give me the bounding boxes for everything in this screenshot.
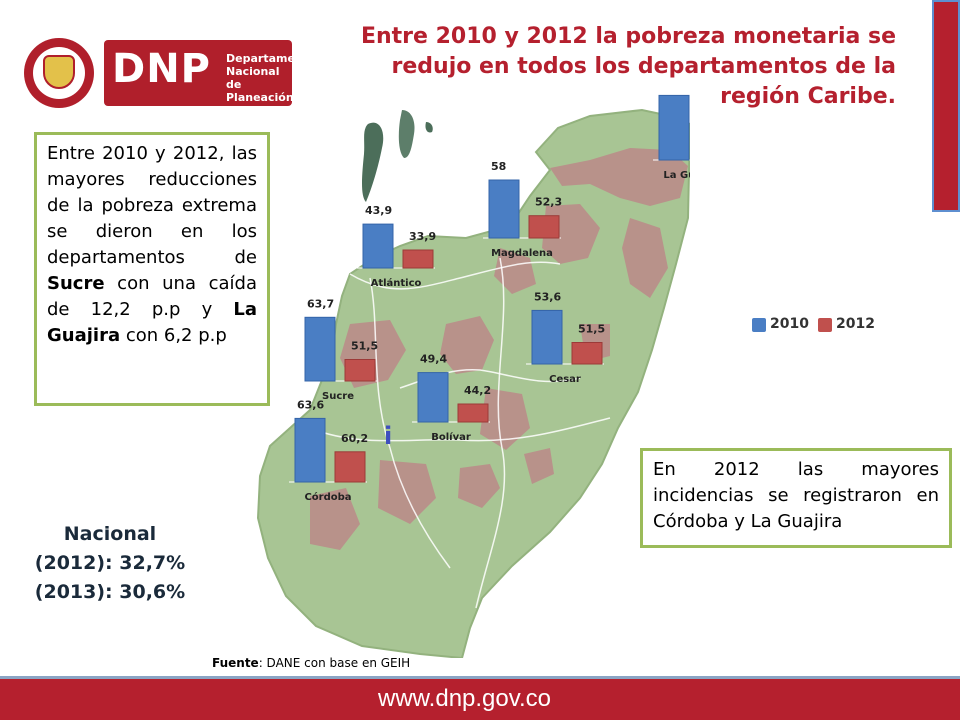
- category-label-cordoba: Córdoba: [304, 491, 351, 503]
- value-label-bolivar-2010: 49,4: [420, 353, 447, 366]
- slide-title: Entre 2010 y 2012 la pobreza monetaria s…: [360, 24, 896, 109]
- value-label-cordoba-2010: 63,6: [297, 398, 324, 411]
- bar-sucre-2012: [344, 359, 376, 382]
- legend-label-2010: 2010: [770, 316, 809, 332]
- footer-bar: www.dnp.gov.co: [0, 676, 960, 720]
- source-note: Fuente: DANE con base en GEIH: [212, 656, 410, 670]
- value-label-cordoba-2012: 60,2: [341, 432, 368, 445]
- legend: 2010 2012: [752, 316, 882, 334]
- source-label: Fuente: [212, 656, 259, 670]
- left-callout-text-1: Entre 2010 y 2012, las mayores reduccion…: [47, 143, 257, 268]
- category-label-sucre: Sucre: [322, 391, 354, 402]
- bar-atlantico-2010: [362, 223, 394, 269]
- shield-icon: [43, 55, 75, 89]
- category-label-bolivar: Bolívar: [431, 431, 471, 443]
- value-label-cesar-2010: 53,6: [534, 290, 561, 303]
- category-label-atlantico: Atlántico: [371, 277, 422, 289]
- caribbean-poverty-map-chart: i 64,658,4La Guajira5852,3Magdalena43,93…: [256, 88, 690, 658]
- logo-institution-name: Departamento Nacional de Planeación: [226, 52, 316, 104]
- bar-cesar-2010: [531, 309, 563, 365]
- logo-wordmark: DNP Departamento Nacional de Planeación: [104, 40, 316, 106]
- source-text: : DANE con base en GEIH: [258, 656, 411, 670]
- bar-bolivar-2010: [417, 372, 449, 423]
- value-label-atlantico-2010: 43,9: [365, 204, 392, 217]
- value-label-magdalena-2012: 52,3: [535, 196, 562, 209]
- legend-swatch-2012: [818, 318, 832, 332]
- value-label-magdalena-2010: 58: [491, 160, 506, 173]
- left-callout-text-2: con una caída de 12,2 p.p y: [47, 273, 257, 320]
- category-label-la-guajira: La Guajira: [663, 170, 690, 181]
- value-label-cesar-2012: 51,5: [578, 323, 605, 336]
- right-callout: En 2012 las mayores incidencias se regis…: [640, 448, 952, 548]
- bar-cordoba-2010: [294, 417, 326, 483]
- value-label-bolivar-2012: 44,2: [464, 384, 491, 397]
- national-2012: (2012): 32,7%: [34, 552, 186, 574]
- national-label: Nacional: [63, 523, 157, 545]
- category-label-magdalena: Magdalena: [491, 248, 553, 259]
- left-callout-text-3: con 6,2 p.p: [120, 325, 227, 346]
- bars-layer: 64,658,4La Guajira5852,3Magdalena43,933,…: [289, 88, 690, 503]
- value-label-sucre-2012: 51,5: [351, 340, 378, 353]
- legend-label-2012: 2012: [836, 316, 875, 332]
- legend-swatch-2010: [752, 318, 766, 332]
- category-label-cesar: Cesar: [549, 374, 581, 385]
- logo-abbreviation: DNP: [112, 46, 211, 92]
- national-poverty-summary: Nacional (2012): 32,7% (2013): 30,6%: [30, 520, 190, 607]
- bar-magdalena-2012: [528, 215, 560, 239]
- footer-url-link[interactable]: www.dnp.gov.co: [378, 685, 551, 712]
- bar-cordoba-2012: [334, 451, 366, 483]
- bar-sucre-2010: [304, 316, 336, 382]
- value-label-atlantico-2012: 33,9: [409, 230, 436, 243]
- bar-cesar-2012: [571, 342, 603, 365]
- left-callout-bold-sucre: Sucre: [47, 273, 105, 294]
- info-icon: i: [384, 422, 392, 450]
- islands-inset-map: [342, 96, 464, 212]
- decorative-red-bar: [932, 0, 960, 212]
- left-callout: Entre 2010 y 2012, las mayores reduccion…: [34, 132, 270, 406]
- bar-atlantico-2012: [402, 249, 434, 269]
- national-2013: (2013): 30,6%: [34, 581, 186, 603]
- bar-bolivar-2012: [457, 403, 489, 423]
- bar-la-guajira-2010: [658, 94, 690, 161]
- bar-magdalena-2010: [488, 179, 520, 239]
- left-callout-bold-guajira: La Guajira: [47, 299, 257, 346]
- dnp-logo: DNP Departamento Nacional de Planeación: [24, 38, 316, 108]
- value-label-sucre-2010: 63,7: [307, 297, 334, 310]
- coat-of-arms-seal: [24, 38, 94, 108]
